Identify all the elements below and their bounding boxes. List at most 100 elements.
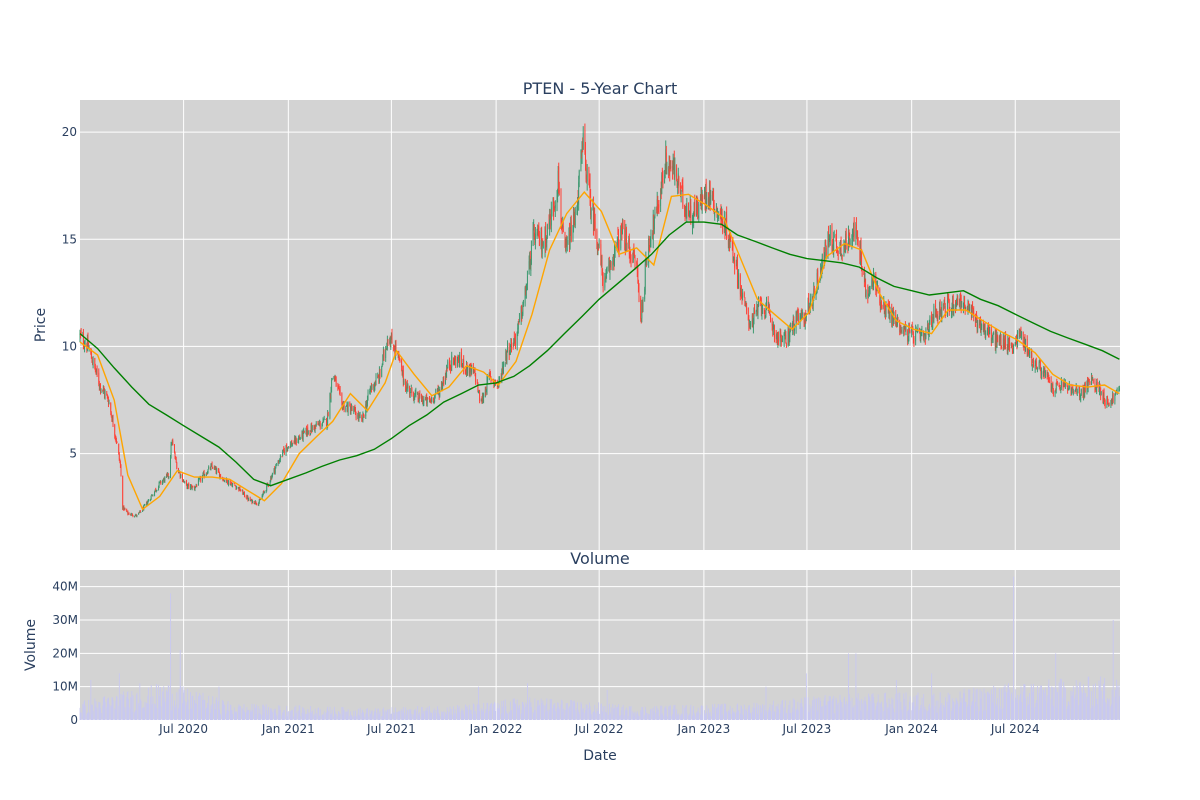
candle-body: [769, 310, 771, 316]
volume-bar: [290, 715, 292, 720]
volume-bar: [223, 710, 225, 720]
volume-bar: [636, 713, 638, 720]
candle-body: [357, 413, 359, 419]
candle-body: [458, 360, 460, 366]
volume-bar: [517, 710, 519, 720]
candle-body: [491, 379, 492, 381]
candle-body: [1107, 401, 1109, 404]
volume-bar: [322, 714, 323, 720]
candle-body: [988, 330, 990, 336]
candle-body: [401, 367, 403, 376]
candle-body: [828, 233, 829, 243]
volume-bar: [709, 715, 711, 720]
volume-bar: [250, 711, 252, 720]
candle-body: [418, 400, 420, 402]
volume-bar: [952, 701, 954, 720]
candle-body: [749, 323, 750, 325]
volume-bar: [614, 705, 616, 720]
candle-body: [183, 481, 185, 483]
candle-body: [172, 440, 174, 445]
volume-bar: [341, 706, 343, 720]
candle-body: [102, 388, 104, 390]
volume-bar: [960, 702, 962, 720]
candle-body: [705, 185, 706, 206]
volume-bar: [640, 710, 642, 720]
candle-body: [944, 305, 946, 316]
candle-body: [548, 222, 550, 226]
volume-bar: [116, 695, 117, 720]
volume-bar: [394, 713, 396, 720]
candle-body: [175, 459, 177, 463]
candle-body: [569, 234, 571, 248]
candle-body: [920, 333, 922, 340]
candle-body: [908, 326, 910, 341]
candle-body: [873, 272, 875, 277]
candle-body: [476, 382, 478, 384]
volume-bar: [94, 706, 96, 720]
volume-bar: [558, 706, 560, 720]
volume-bar: [889, 703, 891, 720]
volume-bar: [920, 707, 922, 720]
volume-bar: [851, 697, 853, 720]
candle-body: [927, 324, 929, 335]
volume-bar: [528, 700, 530, 720]
volume-bar: [646, 713, 648, 720]
candle-body: [845, 233, 847, 248]
candle-body: [971, 306, 973, 318]
volume-bar: [803, 709, 805, 720]
volume-bar: [693, 713, 695, 720]
volume-bar: [1080, 686, 1082, 720]
volume-bar: [1040, 707, 1042, 720]
volume-bar: [949, 694, 951, 720]
volume-bar: [1041, 685, 1042, 720]
candle-body: [955, 302, 956, 308]
candle-body: [829, 225, 831, 241]
candle-body: [871, 280, 873, 288]
volume-bar: [656, 712, 658, 720]
candle-body: [907, 340, 909, 342]
candle-body: [833, 234, 835, 238]
candle-body: [889, 308, 891, 318]
volume-bar: [779, 713, 781, 720]
volume-bar: [580, 702, 582, 720]
candle-body: [884, 311, 886, 313]
candle-body: [1118, 389, 1120, 392]
candle-body: [122, 476, 124, 509]
candle-body: [967, 301, 969, 310]
volume-bar: [883, 710, 885, 720]
candle-body: [222, 478, 224, 481]
candle-body: [319, 422, 321, 424]
volume-bar: [649, 709, 651, 720]
volume-bar: [355, 710, 357, 720]
volume-bar: [349, 711, 351, 720]
candle-body: [681, 187, 683, 189]
x-tick-label: Jul 2020: [158, 722, 208, 736]
candle-body: [771, 319, 773, 326]
candle-body: [911, 326, 913, 327]
candle-body: [879, 288, 881, 304]
volume-bar: [371, 710, 373, 720]
volume-axis-label: Volume: [23, 619, 39, 671]
candle-body: [349, 404, 351, 407]
volume-bar: [414, 710, 416, 720]
candle-body: [939, 302, 941, 316]
volume-bar: [1092, 705, 1094, 720]
candle-body: [501, 371, 503, 379]
volume-bar: [311, 713, 313, 720]
volume-bar: [750, 712, 752, 720]
volume-bar: [271, 710, 273, 720]
volume-bar: [1015, 697, 1017, 720]
volume-bar: [727, 711, 729, 720]
volume-bar: [134, 710, 136, 720]
volume-bar: [924, 708, 926, 720]
candle-body: [366, 402, 368, 410]
candle-body: [977, 324, 979, 328]
volume-bar: [895, 694, 897, 720]
candle-body: [231, 483, 233, 487]
candle-body: [1079, 389, 1080, 398]
volume-bar: [761, 708, 763, 720]
candle-body: [760, 303, 762, 312]
volume-bar: [163, 697, 165, 720]
candle-body: [246, 498, 248, 500]
candle-body: [903, 330, 905, 334]
